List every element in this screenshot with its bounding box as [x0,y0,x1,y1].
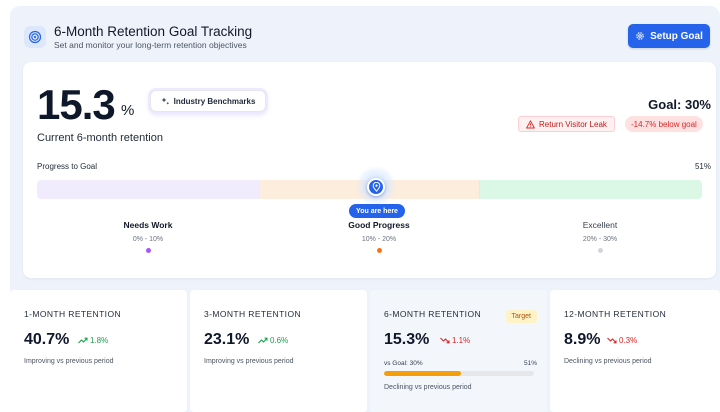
return-visitor-leak-badge[interactable]: Return Visitor Leak [518,116,615,132]
setup-goal-label: Setup Goal [650,30,703,42]
map-pin-icon [372,182,380,192]
card-delta-value: 0.6% [270,336,289,345]
vs-goal-percent: 51% [523,360,537,367]
target-icon [24,26,46,48]
trend-up-icon [258,337,268,344]
sparkle-icon [161,97,169,105]
retention-card-1-month[interactable]: 1-MONTH RETENTION 40.7% 1.8% Improving v… [10,290,187,412]
page-subtitle: Set and monitor your long-term retention… [54,40,247,50]
card-note: Improving vs previous period [24,358,114,365]
trend-down-icon [607,337,617,344]
card-value: 8.9% [564,331,601,348]
setup-goal-button[interactable]: Setup Goal [628,24,710,48]
industry-benchmarks-button[interactable]: Industry Benchmarks [150,90,266,112]
gear-icon [636,32,644,40]
trend-up-icon [78,337,88,344]
you-are-here-label: You are here [349,204,405,218]
progress-percent: 51% [694,162,711,171]
card-delta: 0.3% [607,336,637,345]
zone-bar-excellent [480,180,702,199]
zone-name: Good Progress [348,220,410,230]
warning-icon [526,119,535,128]
retention-card-12-month[interactable]: 12-MONTH RETENTION 8.9% 0.3% Declining v… [550,290,720,412]
card-title: 6-MONTH RETENTION [384,309,481,319]
vs-goal-label: vs Goal: 30% [384,360,423,367]
zone-dot [145,248,151,253]
zone-dot [597,248,603,253]
goal-value: Goal: 30% [648,97,711,112]
card-title: 12-MONTH RETENTION [564,309,667,319]
goal-progress-card: 15.3 % Current 6-month retention Industr… [23,62,716,278]
panel-header: 6-Month Retention Goal Tracking Set and … [24,20,710,58]
industry-benchmarks-label: Industry Benchmarks [173,96,256,106]
zone-name: Excellent [582,220,618,230]
progress-label: Progress to Goal [37,162,98,171]
page-title: 6-Month Retention Goal Tracking [54,24,253,39]
position-marker[interactable] [367,178,385,196]
zone-good-progress: Good Progress 10% - 20% [319,220,439,253]
card-delta-value: 1.1% [452,336,471,345]
current-retention-unit: % [121,102,135,119]
card-value: 40.7% [24,331,70,348]
card-delta: 0.6% [258,336,288,345]
card-delta: 1.8% [78,336,108,345]
zone-excellent: Excellent 20% - 30% [540,220,660,253]
return-visitor-leak-label: Return Visitor Leak [539,119,607,129]
card-title: 1-MONTH RETENTION [24,309,121,319]
zone-name: Needs Work [123,220,173,230]
zone-range: 0% - 10% [132,236,164,243]
card-title: 3-MONTH RETENTION [204,309,301,319]
vs-goal-progress-fill [384,371,461,376]
card-value: 23.1% [204,331,250,348]
zone-bar-needs-work [37,180,259,199]
retention-card-3-month[interactable]: 3-MONTH RETENTION 23.1% 0.6% Improving v… [190,290,367,412]
vs-goal-progress-bar [384,371,534,376]
zone-dot [376,248,382,253]
card-delta: 1.1% [440,336,470,345]
retention-cards: 1-MONTH RETENTION 40.7% 1.8% Improving v… [10,290,720,412]
target-badge: Target [505,310,537,323]
progress-track [37,180,702,199]
current-retention-value: 15.3 [37,81,116,128]
card-note: Declining vs previous period [384,384,472,391]
card-value: 15.3% [384,331,430,348]
card-delta-value: 1.8% [90,336,109,345]
card-delta-value: 0.3% [619,336,638,345]
zone-range: 20% - 30% [582,236,618,243]
current-retention-label: Current 6-month retention [37,132,163,144]
retention-goal-panel: 6-Month Retention Goal Tracking Set and … [10,6,720,412]
retention-card-6-month[interactable]: 6-MONTH RETENTION Target 15.3% 1.1% vs G… [370,290,547,412]
trend-down-icon [440,337,450,344]
card-note: Declining vs previous period [564,358,652,365]
card-note: Improving vs previous period [204,358,294,365]
below-goal-badge: -14.7% below goal [625,116,703,132]
zone-range: 10% - 20% [361,236,397,243]
zone-needs-work: Needs Work 0% - 10% [88,220,208,253]
